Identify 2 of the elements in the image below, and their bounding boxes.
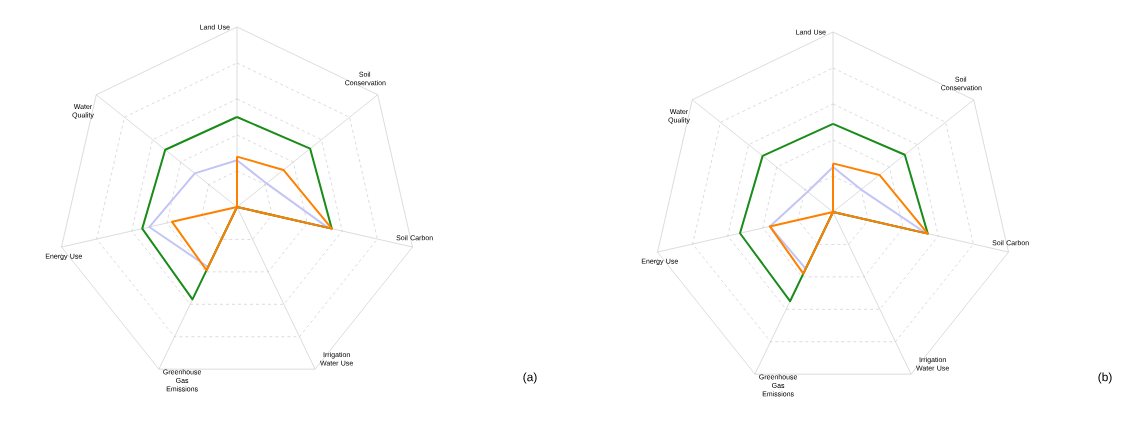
text: (a) [523, 372, 537, 384]
text: (b) [1098, 372, 1112, 384]
